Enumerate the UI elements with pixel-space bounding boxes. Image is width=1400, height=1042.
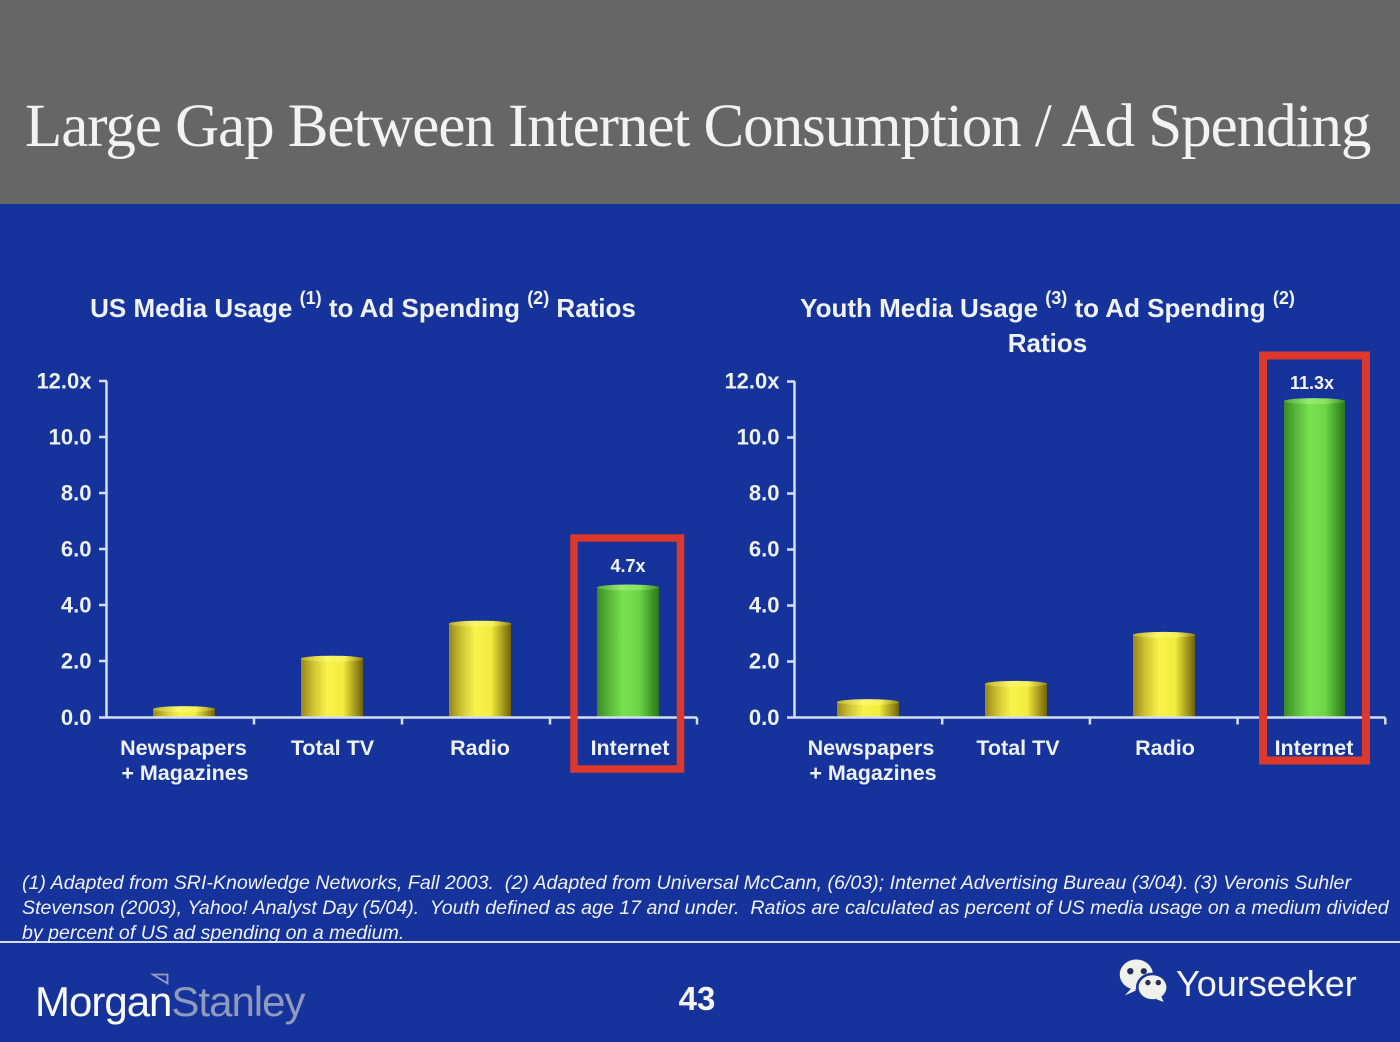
svg-text:12.0x: 12.0x <box>36 369 92 394</box>
svg-text:2.0: 2.0 <box>61 649 92 674</box>
svg-text:10.0: 10.0 <box>737 425 780 450</box>
svg-text:+ Magazines: + Magazines <box>809 761 936 785</box>
svg-text:Newspapers: Newspapers <box>120 736 247 760</box>
svg-text:Internet: Internet <box>1275 736 1354 760</box>
svg-text:6.0: 6.0 <box>61 537 92 562</box>
svg-text:10.0: 10.0 <box>49 425 92 450</box>
svg-text:4.0: 4.0 <box>61 593 92 618</box>
svg-text:Internet: Internet <box>591 736 670 760</box>
svg-text:8.0: 8.0 <box>61 481 92 506</box>
svg-text:+ Magazines: + Magazines <box>121 761 248 785</box>
svg-text:6.0: 6.0 <box>749 537 780 562</box>
svg-text:8.0: 8.0 <box>749 481 780 506</box>
svg-text:Radio: Radio <box>450 736 510 760</box>
svg-text:11.3x: 11.3x <box>1290 373 1334 393</box>
svg-text:Total TV: Total TV <box>976 736 1060 760</box>
svg-text:Newspapers: Newspapers <box>808 736 935 760</box>
svg-text:12.0x: 12.0x <box>724 369 780 394</box>
svg-text:Total TV: Total TV <box>291 736 375 760</box>
svg-text:2.0: 2.0 <box>749 649 780 674</box>
svg-text:Radio: Radio <box>1135 736 1195 760</box>
svg-text:4.0: 4.0 <box>749 593 780 618</box>
svg-text:0.0: 0.0 <box>61 705 92 730</box>
svg-text:0.0: 0.0 <box>749 705 780 730</box>
svg-text:4.7x: 4.7x <box>610 556 645 576</box>
